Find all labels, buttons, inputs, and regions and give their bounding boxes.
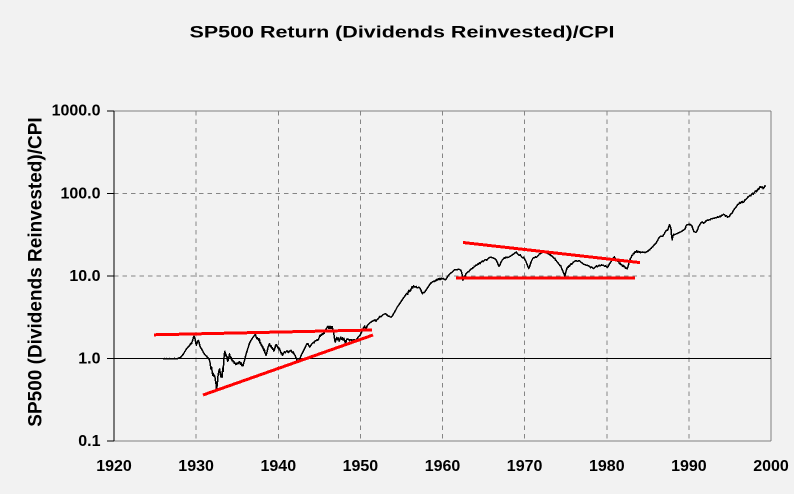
svg-text:SP500 (Dividends Reinvested)/C: SP500 (Dividends Reinvested)/CPI: [26, 117, 47, 426]
svg-text:10.0: 10.0: [69, 268, 100, 285]
svg-text:1920: 1920: [96, 458, 132, 475]
svg-text:1970: 1970: [507, 458, 543, 475]
svg-text:1000.0: 1000.0: [52, 103, 101, 120]
svg-text:2000: 2000: [753, 458, 789, 475]
svg-text:1940: 1940: [261, 458, 297, 475]
svg-text:1930: 1930: [178, 458, 214, 475]
svg-text:0.1: 0.1: [78, 433, 100, 450]
svg-text:1960: 1960: [425, 458, 461, 475]
svg-text:1.0: 1.0: [78, 350, 100, 367]
svg-text:1950: 1950: [343, 458, 379, 475]
svg-text:1990: 1990: [671, 458, 707, 475]
svg-text:100.0: 100.0: [60, 185, 100, 202]
svg-text:1980: 1980: [589, 458, 625, 475]
svg-text:SP500 Return (Dividends Reinve: SP500 Return (Dividends Reinvested)/CPI: [190, 23, 615, 42]
